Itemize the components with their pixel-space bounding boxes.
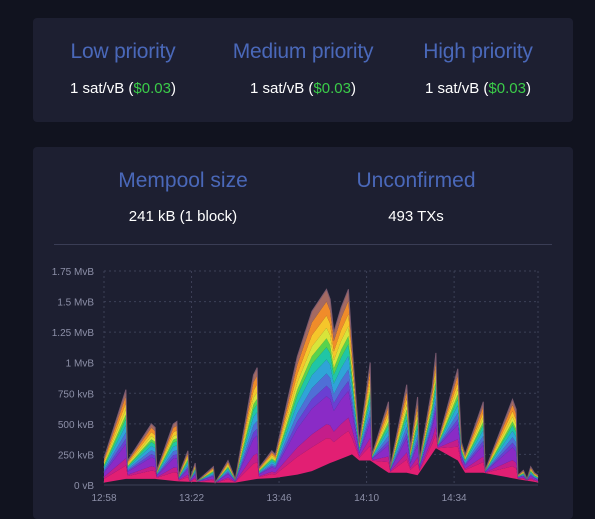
- y-tick-label: 500 kvB: [58, 420, 94, 431]
- mempool-size-title: Mempool size: [118, 169, 248, 192]
- mempool-chart[interactable]: 0 vB 250 kvB 500 kvB 750 kvB 1 MvB 1.25 MvB 1.…: [33, 147, 573, 519]
- x-tick-label: 13:22: [179, 493, 204, 504]
- x-tick-label: 14:10: [354, 493, 379, 504]
- fee-high-value: 1 sat/vB ($0.03): [425, 80, 531, 97]
- unconfirmed-value: 493 TXs: [388, 208, 444, 225]
- fee-medium-value: 1 sat/vB ($0.03): [250, 80, 356, 97]
- fee-band-6: [104, 355, 538, 483]
- fee-medium-fiat: $0.03: [313, 80, 351, 97]
- fee-medium-rate: 1 sat/vB: [250, 80, 305, 97]
- y-tick-label: 750 kvB: [58, 389, 94, 400]
- x-tick-label: 12:58: [91, 493, 116, 504]
- fee-high-fiat: $0.03: [488, 80, 526, 97]
- stats-divider: [54, 244, 552, 245]
- fee-low-value: 1 sat/vB ($0.03): [70, 80, 176, 97]
- fee-low-fiat: $0.03: [133, 80, 171, 97]
- fee-band-1: [104, 430, 538, 483]
- y-tick-label: 1.25 MvB: [52, 328, 95, 339]
- fee-band-5: [104, 369, 538, 483]
- fee-band-3: [104, 390, 538, 483]
- total-outline: [103, 288, 539, 485]
- fee-low-rate: 1 sat/vB: [70, 80, 125, 97]
- y-tick-label: 1 MvB: [66, 359, 95, 370]
- mempool-card: Mempool size 241 kB (1 block) Unconfirme…: [33, 147, 573, 519]
- y-tick-label: 250 kvB: [58, 450, 94, 461]
- fee-high-title: High priority: [423, 40, 533, 63]
- fee-band-2: [104, 417, 538, 483]
- fee-medium-title: Medium priority: [232, 40, 374, 63]
- fee-high-rate: 1 sat/vB: [425, 80, 480, 97]
- mempool-size-value: 241 kB (1 block): [128, 208, 238, 225]
- fee-estimates-card: Low priority 1 sat/vB ($0.03) Medium pri…: [33, 18, 573, 122]
- unconfirmed-title: Unconfirmed: [356, 169, 476, 192]
- y-tick-label: 1.75 MvB: [52, 267, 95, 278]
- fee-band-4: [104, 380, 538, 483]
- x-tick-label: 14:34: [442, 493, 467, 504]
- y-tick-label: 1.5 MvB: [57, 298, 94, 309]
- x-tick-label: 13:46: [267, 493, 292, 504]
- y-tick-label: 0 vB: [74, 481, 94, 492]
- fee-low-title: Low priority: [70, 40, 176, 63]
